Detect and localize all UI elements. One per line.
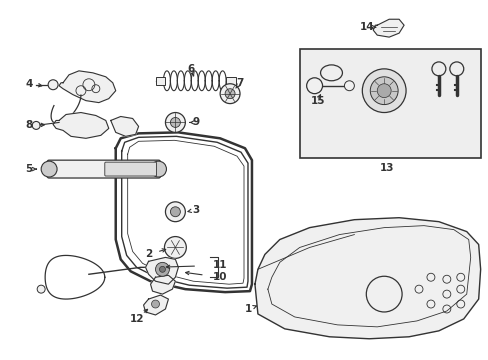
Polygon shape — [254, 218, 480, 339]
Polygon shape — [59, 71, 116, 103]
Text: 9: 9 — [192, 117, 200, 127]
Circle shape — [41, 161, 57, 177]
FancyBboxPatch shape — [104, 162, 156, 176]
Bar — [225, 77, 236, 85]
Text: 7: 7 — [236, 78, 243, 88]
Text: 8: 8 — [25, 121, 33, 130]
Text: 10: 10 — [212, 272, 227, 282]
Circle shape — [224, 89, 235, 99]
Polygon shape — [143, 295, 168, 315]
Polygon shape — [372, 19, 403, 37]
Circle shape — [48, 80, 58, 90]
Circle shape — [164, 237, 186, 258]
Text: 12: 12 — [129, 314, 143, 324]
Text: 5: 5 — [25, 164, 33, 174]
Text: 11: 11 — [212, 260, 227, 270]
Circle shape — [220, 84, 240, 104]
Text: 14: 14 — [359, 22, 374, 32]
Circle shape — [306, 78, 322, 94]
Circle shape — [150, 161, 166, 177]
Text: 6: 6 — [187, 64, 195, 74]
Circle shape — [151, 300, 159, 308]
Text: 1: 1 — [244, 304, 251, 314]
Circle shape — [170, 207, 180, 217]
Circle shape — [155, 262, 169, 276]
Polygon shape — [150, 275, 175, 294]
Polygon shape — [145, 257, 178, 284]
Circle shape — [170, 117, 180, 127]
Circle shape — [159, 266, 165, 272]
Polygon shape — [111, 117, 138, 136]
Text: 13: 13 — [379, 163, 394, 173]
Circle shape — [362, 69, 405, 113]
Circle shape — [369, 77, 397, 105]
Circle shape — [165, 113, 185, 132]
Polygon shape — [53, 113, 108, 138]
Circle shape — [376, 84, 390, 98]
Circle shape — [32, 121, 40, 129]
Bar — [299, 49, 480, 158]
Circle shape — [165, 202, 185, 222]
Circle shape — [344, 81, 354, 91]
Bar — [155, 77, 165, 85]
Text: 2: 2 — [144, 249, 152, 260]
Text: 4: 4 — [25, 79, 33, 89]
FancyBboxPatch shape — [47, 160, 160, 178]
Text: 3: 3 — [192, 205, 200, 215]
Circle shape — [37, 285, 45, 293]
Text: 15: 15 — [310, 96, 324, 105]
